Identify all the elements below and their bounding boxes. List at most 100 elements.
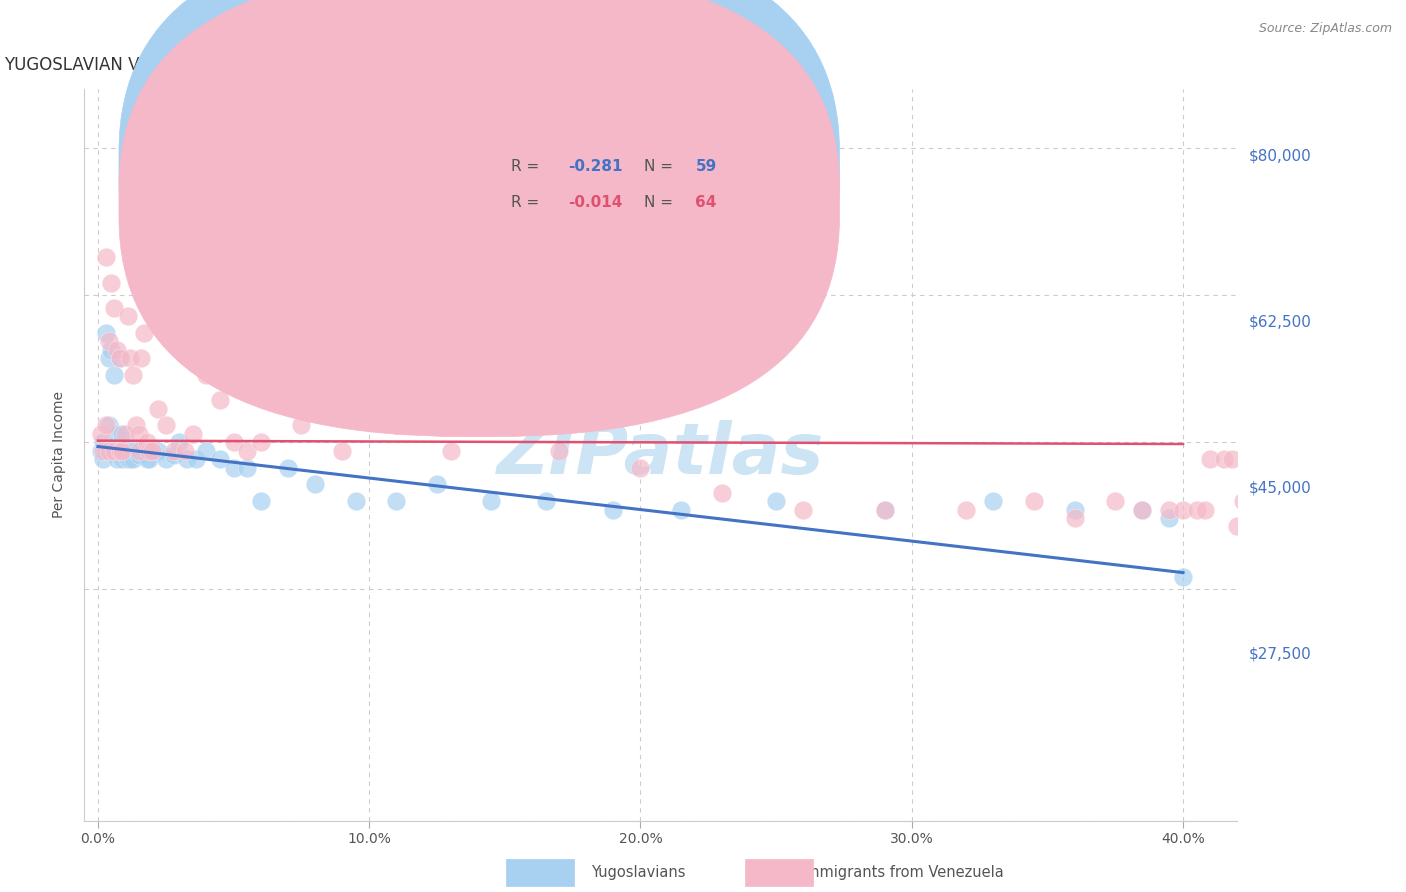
Point xyxy=(330,443,353,458)
Point xyxy=(117,309,139,323)
Point xyxy=(1063,502,1085,516)
Point xyxy=(146,401,169,416)
Text: -0.281: -0.281 xyxy=(568,159,623,174)
Text: Source: ZipAtlas.com: Source: ZipAtlas.com xyxy=(1258,22,1392,36)
Point xyxy=(630,460,652,475)
Point xyxy=(1130,502,1153,516)
Point xyxy=(290,418,312,433)
Point xyxy=(108,351,131,366)
Point xyxy=(236,460,259,475)
Point xyxy=(111,452,134,467)
Point xyxy=(111,443,134,458)
Point xyxy=(122,368,145,382)
Point xyxy=(1185,502,1208,516)
Point xyxy=(163,443,186,458)
Point xyxy=(93,452,115,467)
Point xyxy=(385,418,408,433)
Point xyxy=(1253,629,1275,643)
Point xyxy=(344,494,367,508)
Point xyxy=(94,418,117,433)
Point xyxy=(548,443,571,458)
Text: 64: 64 xyxy=(696,195,717,211)
Point xyxy=(97,443,120,458)
Point xyxy=(94,326,117,340)
Point xyxy=(103,301,125,315)
Point xyxy=(1247,502,1270,516)
Point xyxy=(120,351,142,366)
Point xyxy=(385,494,408,508)
Point xyxy=(195,368,218,382)
Text: Yugoslavians: Yugoslavians xyxy=(591,865,685,880)
Point xyxy=(1171,570,1194,584)
Point xyxy=(208,393,231,408)
Point xyxy=(1104,494,1126,508)
Point xyxy=(111,426,134,441)
Point xyxy=(1159,502,1181,516)
Point xyxy=(176,452,198,467)
FancyBboxPatch shape xyxy=(120,0,839,436)
Point xyxy=(1130,502,1153,516)
Text: $27,500: $27,500 xyxy=(1249,647,1312,662)
Point xyxy=(128,443,150,458)
Point xyxy=(122,443,145,458)
FancyBboxPatch shape xyxy=(441,140,811,243)
Point xyxy=(105,452,128,467)
Point xyxy=(169,435,191,450)
Point xyxy=(439,443,461,458)
Point xyxy=(534,494,557,508)
Text: N =: N = xyxy=(644,195,678,211)
Point xyxy=(263,267,285,281)
Point xyxy=(1232,494,1254,508)
Point xyxy=(141,443,163,458)
Point xyxy=(132,326,155,340)
Point xyxy=(208,452,231,467)
Point xyxy=(105,426,128,441)
Point xyxy=(100,443,122,458)
Text: YUGOSLAVIAN VS IMMIGRANTS FROM VENEZUELA PER CAPITA INCOME CORRELATION CHART: YUGOSLAVIAN VS IMMIGRANTS FROM VENEZUELA… xyxy=(4,56,779,74)
Point xyxy=(94,251,117,265)
Point xyxy=(765,494,787,508)
Point xyxy=(249,435,271,450)
Point xyxy=(173,443,195,458)
Point xyxy=(141,443,163,458)
Point xyxy=(93,435,115,450)
Point xyxy=(1220,452,1243,467)
Point xyxy=(304,477,326,491)
Point xyxy=(792,502,814,516)
Text: 59: 59 xyxy=(696,159,717,174)
Point xyxy=(181,426,204,441)
Point xyxy=(479,494,502,508)
Text: R =: R = xyxy=(510,159,544,174)
Point xyxy=(132,443,155,458)
Point xyxy=(135,435,157,450)
Point xyxy=(1237,502,1260,516)
Point xyxy=(90,426,112,441)
Point xyxy=(122,452,145,467)
Point xyxy=(710,485,733,500)
Point xyxy=(249,494,271,508)
Point xyxy=(103,443,125,458)
Point xyxy=(1171,502,1194,516)
Point xyxy=(100,276,122,290)
Point xyxy=(135,452,157,467)
Point xyxy=(97,334,120,349)
Point xyxy=(93,443,115,458)
Point xyxy=(103,368,125,382)
Point xyxy=(108,351,131,366)
Point xyxy=(128,426,150,441)
Point xyxy=(125,418,148,433)
Text: $80,000: $80,000 xyxy=(1249,148,1312,163)
Point xyxy=(277,460,299,475)
Point xyxy=(108,443,131,458)
Point xyxy=(117,443,139,458)
Point xyxy=(873,502,896,516)
Point xyxy=(1199,452,1222,467)
Point xyxy=(602,502,624,516)
Point xyxy=(103,443,125,458)
Point xyxy=(222,460,245,475)
Point xyxy=(873,502,896,516)
Text: N =: N = xyxy=(644,159,678,174)
Point xyxy=(1063,511,1085,525)
Text: $45,000: $45,000 xyxy=(1249,481,1312,496)
Point xyxy=(184,452,207,467)
